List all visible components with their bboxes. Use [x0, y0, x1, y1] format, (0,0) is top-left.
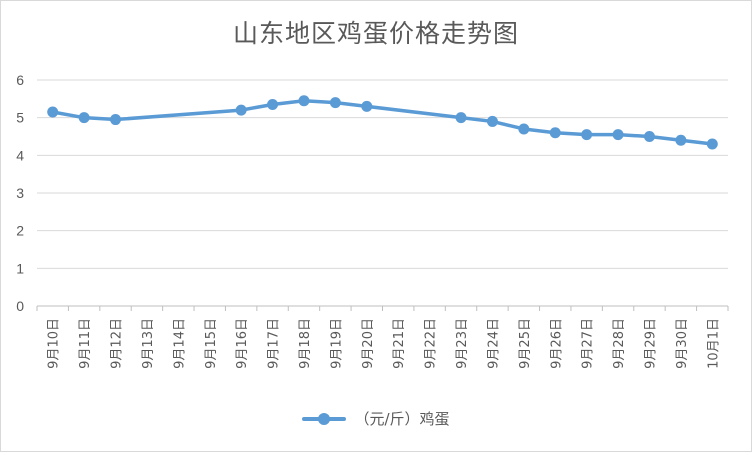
x-tick-label: 9月27日: [581, 318, 596, 369]
x-tick-label: 9月15日: [204, 318, 219, 369]
x-tick-label: 10月1日: [706, 318, 721, 369]
y-tick-label: 1: [16, 260, 24, 276]
data-point: [110, 114, 122, 126]
x-tick-label: 9月19日: [329, 318, 344, 369]
data-point: [455, 112, 467, 124]
series-layer: [47, 95, 718, 150]
x-tick-label: 9月23日: [455, 318, 470, 369]
x-axis-ticks: 9月10日 9月11日 9月12日 9月13日 9月14日 9月15日 9月16日 9月17日…: [36, 306, 729, 369]
x-tick-label: 9月12日: [110, 318, 125, 369]
data-point: [329, 97, 341, 109]
y-tick-label: 3: [16, 185, 24, 201]
data-point: [549, 127, 561, 139]
x-tick-label: 9月16日: [235, 318, 250, 369]
legend-label: （元/斤）鸡蛋: [354, 410, 450, 428]
y-axis-ticks: 0 1 2 3 4 5 6: [16, 72, 24, 314]
data-point: [361, 100, 373, 112]
data-point: [612, 129, 624, 141]
data-point: [298, 95, 310, 107]
x-tick-label: 9月17日: [267, 318, 282, 369]
x-tick-label: 9月29日: [643, 318, 658, 369]
x-tick-label: 9月25日: [518, 318, 533, 369]
y-tick-label: 0: [16, 298, 24, 314]
y-tick-label: 4: [16, 147, 24, 163]
data-point: [706, 138, 718, 150]
x-tick-label: 9月13日: [141, 318, 156, 369]
data-point: [235, 104, 247, 116]
data-point: [643, 131, 655, 142]
x-tick-label: 9月22日: [424, 318, 439, 369]
x-tick-label: 9月30日: [675, 318, 690, 369]
x-tick-label: 9月20日: [361, 318, 376, 369]
legend-swatch: [302, 412, 347, 426]
x-tick-label: 9月24日: [486, 318, 501, 369]
data-point: [267, 98, 279, 110]
x-tick-label: 9月11日: [78, 318, 93, 369]
data-point: [518, 123, 530, 135]
grid-lines: [37, 79, 728, 307]
x-tick-label: 9月26日: [549, 318, 564, 369]
data-point: [47, 106, 59, 118]
series-line: [50, 98, 715, 146]
y-tick-label: 5: [16, 110, 24, 126]
data-point: [581, 129, 593, 141]
legend: （元/斤）鸡蛋: [0, 408, 752, 429]
x-tick-label: 9月18日: [298, 318, 313, 369]
chart-title: 山东地区鸡蛋价格走势图: [232, 19, 519, 48]
x-tick-label: 9月10日: [47, 318, 62, 369]
data-point: [675, 134, 687, 146]
y-tick-label: 2: [16, 223, 24, 239]
data-point: [486, 115, 498, 127]
x-tick-label: 9月21日: [392, 318, 407, 369]
y-tick-label: 6: [16, 72, 24, 88]
data-point: [78, 112, 90, 124]
x-tick-label: 9月28日: [612, 318, 627, 369]
x-tick-label: 9月14日: [172, 318, 187, 369]
